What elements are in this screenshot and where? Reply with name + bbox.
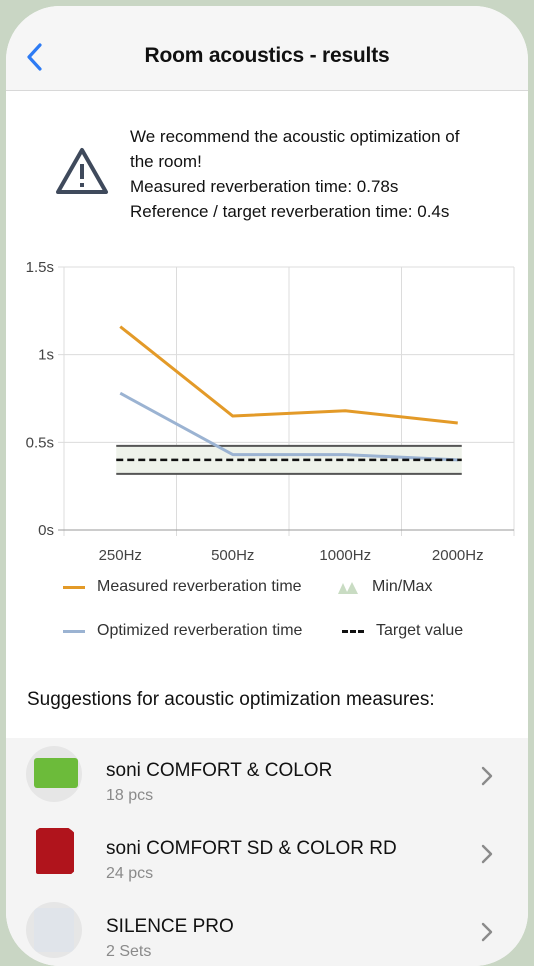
list-item[interactable]: soni COMFORT & COLOR 18 pcs	[6, 738, 528, 816]
min-max-icon	[338, 582, 358, 594]
product-thumbnail	[26, 902, 82, 958]
product-name: soni COMFORT SD & COLOR RD	[106, 838, 397, 859]
legend-swatch-optimized	[63, 629, 85, 633]
warning-triangle-icon	[56, 148, 108, 194]
navigation-bar: Room acoustics - results	[6, 6, 528, 91]
legend-swatch-measured	[63, 585, 85, 589]
product-thumbnail	[26, 824, 82, 880]
series-line-measured	[119, 325, 458, 425]
product-thumbnail	[26, 746, 82, 802]
chevron-right-icon	[481, 844, 493, 864]
min-max-band	[116, 445, 462, 474]
x-tick-label: 1000Hz	[319, 547, 371, 564]
x-tick-label: 2000Hz	[432, 547, 484, 564]
reverberation-chart: 0s 0.5s 1s 1.5s 250Hz 500Hz 1000Hz 2000Hz	[26, 259, 515, 564]
x-tick-label: 500Hz	[211, 547, 254, 564]
legend-target: Target value	[342, 622, 463, 640]
app-screen: Room acoustics - results We recommend th…	[6, 6, 528, 966]
legend-measured: Measured reverberation time	[63, 578, 302, 596]
legend-label: Measured reverberation time	[97, 578, 302, 595]
chevron-right-icon	[481, 766, 493, 786]
message-line: the room!	[130, 152, 202, 171]
legend-optimized: Optimized reverberation time	[63, 622, 302, 640]
suggestions-list: soni COMFORT & COLOR 18 pcs soni COMFORT…	[6, 738, 528, 966]
list-item[interactable]: SILENCE PRO 2 Sets	[6, 894, 528, 966]
chevron-left-icon[interactable]	[24, 40, 48, 74]
product-name: SILENCE PRO	[106, 916, 234, 937]
legend-label: Target value	[376, 622, 464, 639]
y-tick-label: 0s	[38, 522, 54, 539]
recommendation-message: We recommend the acoustic optimization o…	[130, 124, 522, 224]
legend-swatch-target	[342, 629, 364, 633]
page-title: Room acoustics - results	[144, 44, 390, 67]
legend-minmax: Min/Max	[338, 578, 432, 596]
series-line-optimized	[119, 391, 458, 462]
x-tick-label: 250Hz	[99, 547, 142, 564]
list-item[interactable]: soni COMFORT SD & COLOR RD 24 pcs	[6, 816, 528, 894]
measured-time-text: Measured reverberation time: 0.78s	[130, 177, 399, 196]
legend-label: Min/Max	[372, 578, 433, 595]
suggestions-title: Suggestions for acoustic optimization me…	[27, 689, 435, 710]
product-quantity: 18 pcs	[106, 787, 154, 804]
y-tick-label: 1s	[38, 347, 54, 364]
message-line: We recommend the acoustic optimization o…	[130, 127, 460, 146]
y-tick-label: 0.5s	[26, 434, 54, 451]
target-time-text: Reference / target reverberation time: 0…	[130, 202, 450, 221]
product-name: soni COMFORT & COLOR	[106, 760, 333, 781]
chart-legend: Measured reverberation time Min/Max Opti…	[6, 570, 528, 650]
product-quantity: 24 pcs	[106, 865, 154, 882]
legend-label: Optimized reverberation time	[97, 622, 303, 639]
product-quantity: 2 Sets	[106, 943, 152, 960]
chevron-right-icon	[481, 922, 493, 942]
y-tick-label: 1.5s	[26, 259, 54, 276]
